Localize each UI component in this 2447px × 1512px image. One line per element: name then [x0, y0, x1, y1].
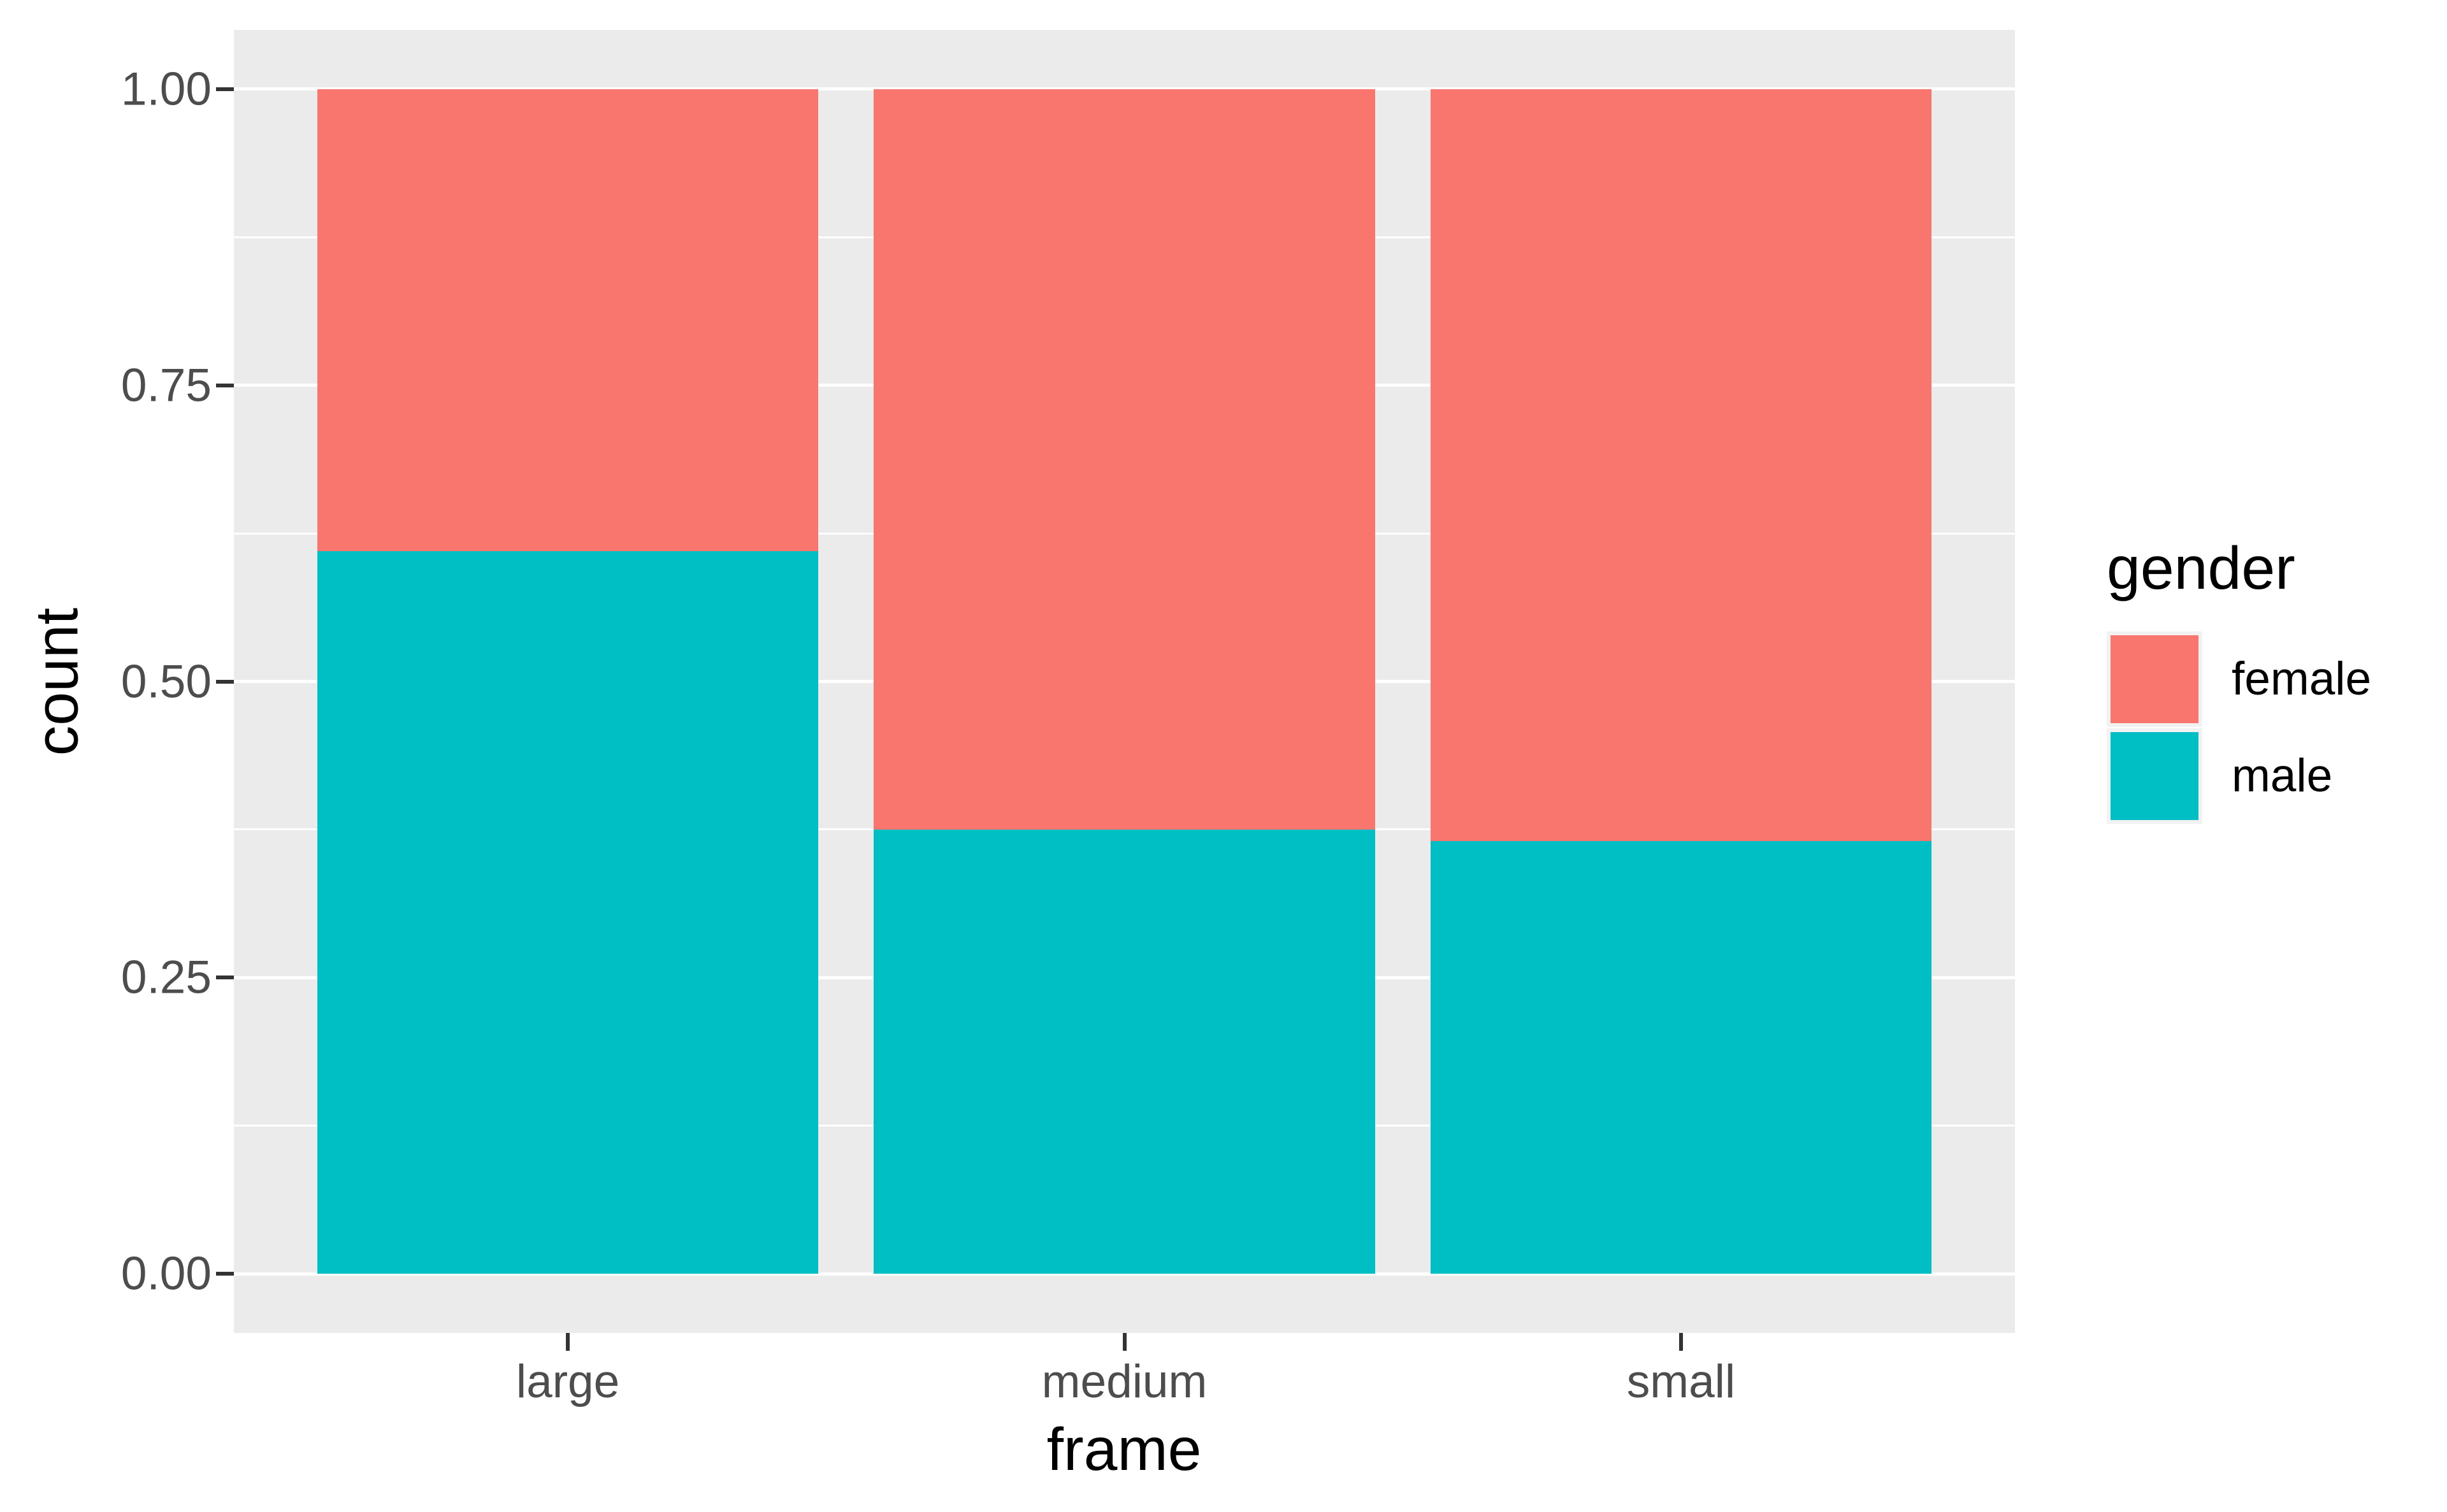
bar-segment-male-small [1430, 841, 1931, 1274]
x-tick-mark [1122, 1333, 1127, 1351]
legend-swatch-male [2111, 731, 2198, 820]
y-tick-mark [216, 1272, 234, 1276]
y-tick-mark [216, 87, 234, 91]
y-tick-label: 1.00 [120, 63, 212, 115]
legend-item-female: female [2107, 631, 2444, 727]
bar-segment-male-medium [874, 829, 1375, 1274]
x-tick-label: small [1626, 1356, 1736, 1408]
bar-segment-male-large [317, 551, 819, 1274]
plot-panel [234, 30, 2015, 1333]
legend-key [2107, 631, 2202, 727]
legend-swatch-female [2111, 635, 2198, 723]
gridline-major [234, 1272, 2015, 1276]
y-tick-label: 0.50 [120, 656, 212, 707]
y-tick-label: 0.00 [120, 1248, 212, 1300]
legend-items: female male [2107, 631, 2444, 824]
y-tick-label: 0.75 [120, 359, 212, 412]
y-tick-mark [216, 976, 234, 980]
bar-segment-female-small [1430, 89, 1931, 842]
x-axis-title: frame [1046, 1416, 1202, 1483]
x-tick-mark [1678, 1333, 1683, 1351]
y-tick-mark [216, 383, 234, 387]
bar-segment-female-medium [874, 89, 1375, 830]
legend-item-male: male [2107, 728, 2444, 824]
legend-title: gender [2107, 535, 2295, 602]
legend: gender female male [2107, 535, 2444, 825]
x-tick-mark [566, 1333, 570, 1351]
bar-segment-female-large [317, 89, 819, 551]
x-tick-label: large [516, 1356, 620, 1408]
y-tick-label: 0.25 [120, 951, 212, 1004]
legend-label: female [2232, 653, 2372, 705]
x-tick-label: medium [1041, 1356, 1208, 1408]
legend-key [2107, 728, 2202, 824]
y-tick-mark [216, 679, 234, 684]
legend-label: male [2232, 750, 2333, 802]
